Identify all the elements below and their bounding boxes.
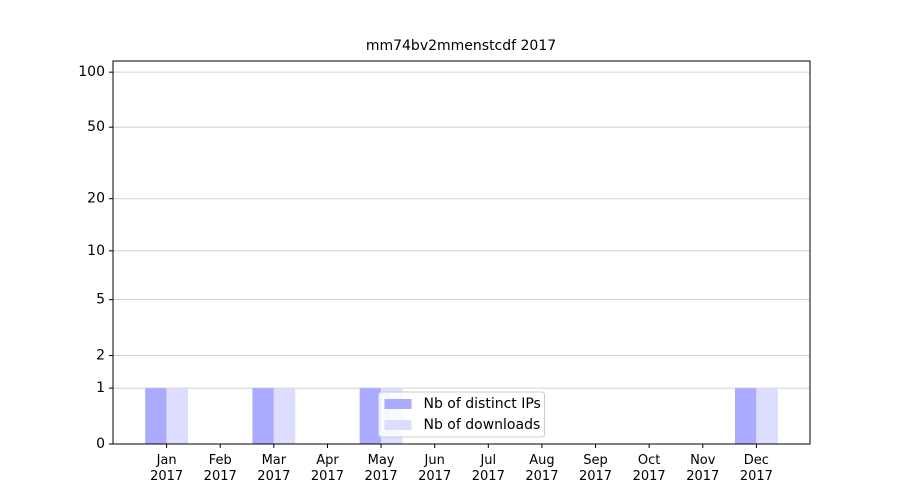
x-tick-label: Oct 2017 [632,453,666,484]
y-tick-label: 10 [87,243,105,259]
chart-title: mm74bv2mmenstcdf 2017 [366,38,556,54]
x-tick-label: Jul 2017 [471,453,505,484]
bar [166,388,189,444]
bar [734,388,757,444]
x-tick-label: Nov 2017 [686,453,720,484]
bar [359,388,382,444]
bar [252,388,274,444]
x-tick-label: Mar 2017 [257,453,291,484]
x-tick-label: Apr 2017 [310,453,344,484]
bar [273,388,296,444]
legend-swatch [384,420,412,430]
x-tick-label: Feb 2017 [203,453,237,484]
plot-frame [112,60,811,445]
y-tick-label: 5 [96,292,105,308]
bar [145,388,167,444]
x-tick-label: Jan 2017 [150,453,184,484]
x-tick-label: Aug 2017 [525,453,559,484]
x-tick-label: Jun 2017 [418,453,452,484]
y-tick-label: 1 [96,380,105,396]
x-tick-label: May 2017 [364,453,398,484]
y-tick-label: 0 [96,436,105,452]
x-tick-label: Dec 2017 [739,453,773,484]
legend-swatch [384,399,412,409]
y-tick-label: 20 [87,191,105,207]
legend-label: Nb of distinct IPs [424,396,541,412]
x-tick-label: Sep 2017 [578,453,613,484]
legend-label: Nb of downloads [424,417,541,433]
y-tick-label: 2 [96,347,105,363]
bar [756,388,778,444]
legend-box [378,391,545,438]
y-tick-label: 50 [87,119,105,135]
y-tick-label: 100 [78,64,105,80]
